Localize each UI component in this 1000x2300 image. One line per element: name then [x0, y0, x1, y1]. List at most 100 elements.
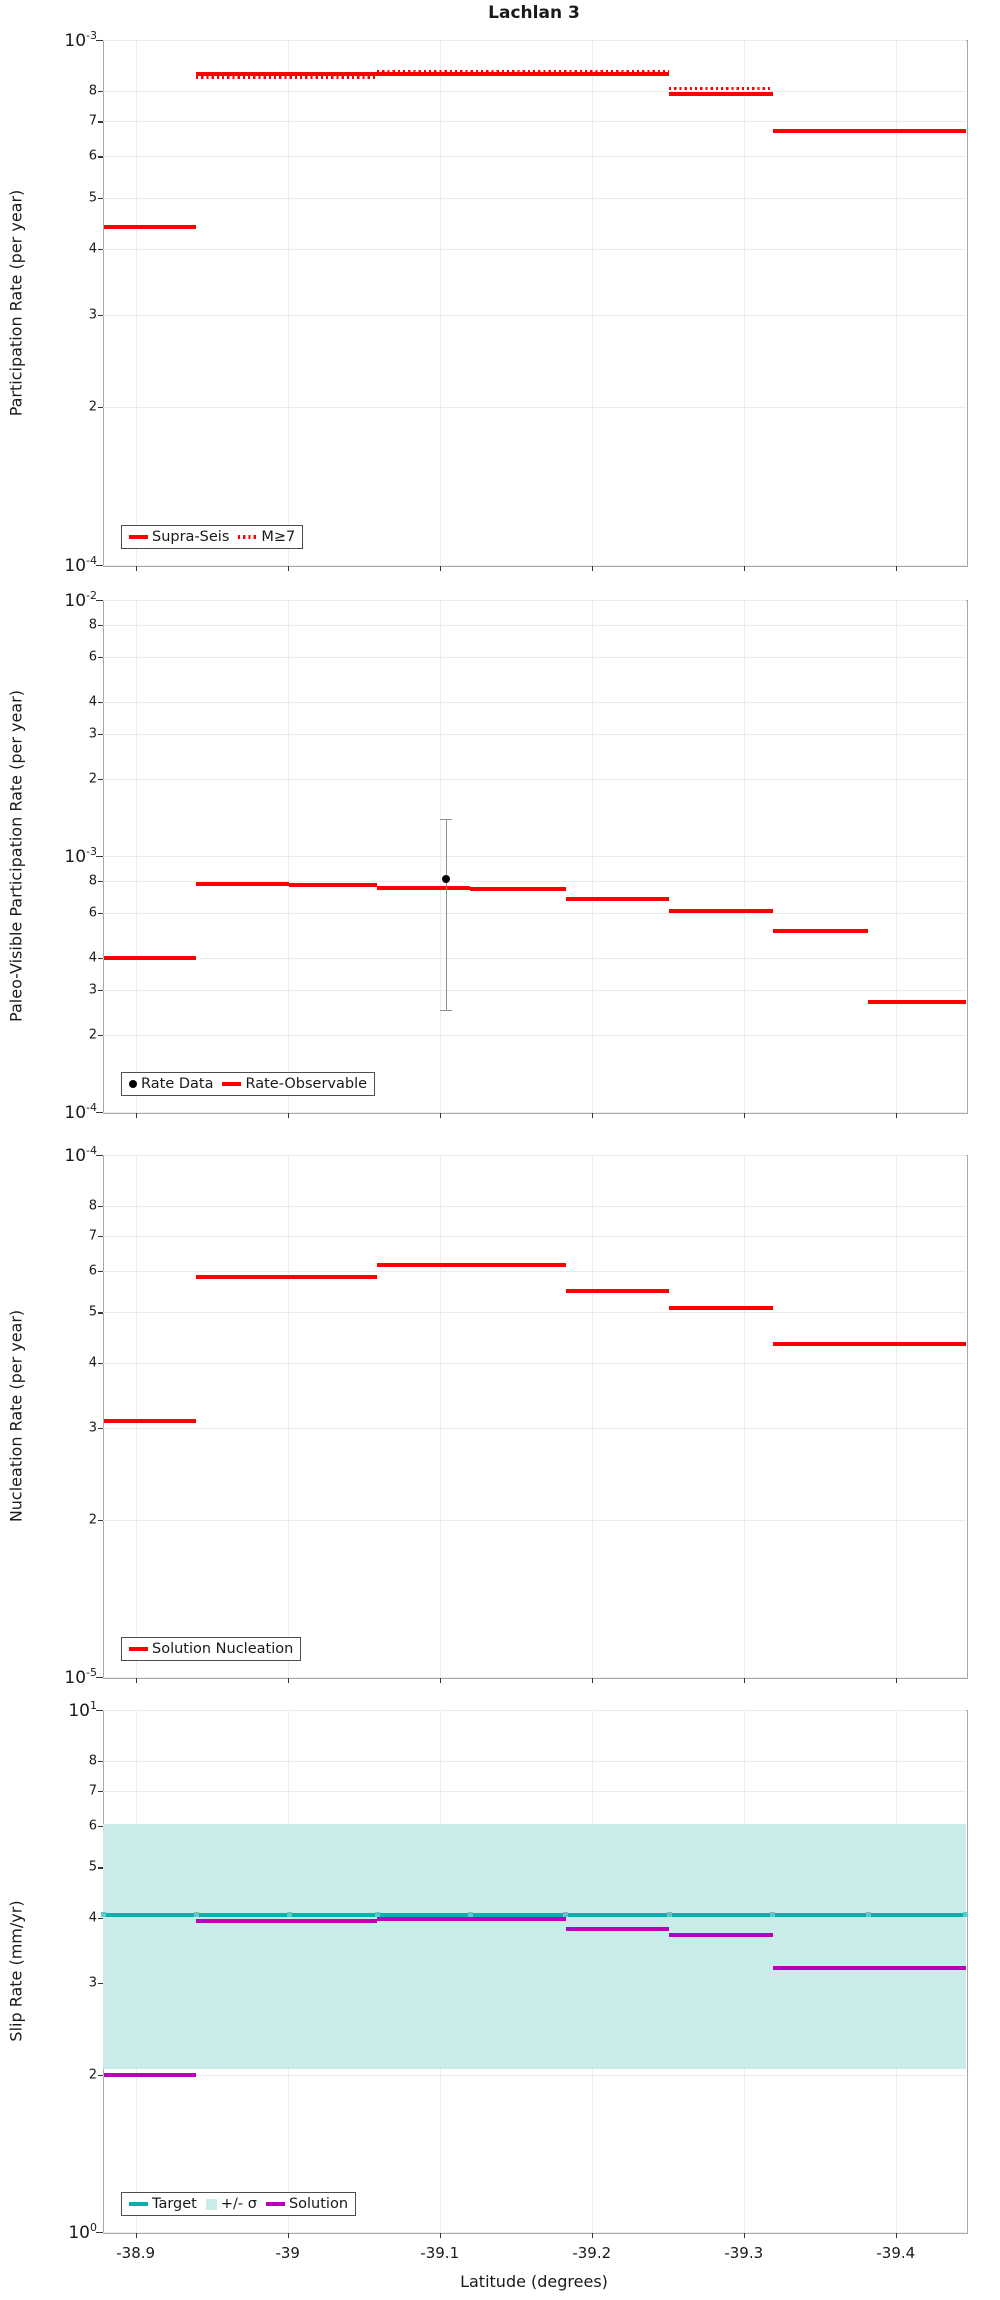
gridline [103, 248, 966, 250]
x-tick-mark [135, 565, 138, 571]
gridline [103, 1362, 966, 1364]
series-segment-supra-seis [669, 91, 773, 96]
y-tick-mark [98, 1034, 103, 1037]
y-tick-mark [98, 912, 103, 915]
y-tick-mark [98, 1867, 103, 1869]
gridline [103, 1519, 966, 1521]
y-tick-mark [96, 1112, 103, 1114]
y-tick-mark [96, 1155, 103, 1157]
series-segment-solution [772, 1966, 966, 1971]
legend-item: Solution [265, 2196, 349, 2212]
gridline [743, 1155, 745, 1677]
y-tick-label-minor: 6 [88, 1263, 97, 1279]
gridline [103, 1112, 966, 1113]
target-line [103, 1912, 966, 1917]
y-tick-mark [98, 156, 103, 158]
y-tick-mark [98, 624, 103, 627]
legend-swatch-solid-line [265, 2202, 285, 2206]
y-tick-label-minor: 2 [88, 399, 97, 415]
gridline [103, 90, 966, 92]
x-tick-mark [743, 1112, 746, 1118]
y-tick-mark [98, 2074, 103, 2077]
gridline [103, 406, 966, 408]
x-tick-mark [743, 2232, 746, 2238]
y-tick-mark [96, 1710, 103, 1712]
series-segment-rate-observable [868, 999, 966, 1004]
legend-label: Rate Data [141, 1076, 214, 1092]
legend-label: M≥7 [261, 529, 296, 545]
y-tick-mark [98, 198, 103, 200]
gridline [743, 40, 745, 565]
error-bar-cap [439, 818, 452, 820]
x-tick-mark [895, 565, 898, 571]
gridline [103, 1034, 966, 1036]
gridline [103, 40, 966, 41]
y-tick-mark [98, 121, 103, 123]
gridline [103, 624, 966, 626]
legend-label: Target [152, 2196, 197, 2212]
gridline [103, 912, 966, 914]
gridline [103, 2074, 966, 2076]
y-tick-mark [98, 1790, 103, 1793]
y-tick-label-minor: 7 [88, 1783, 97, 1799]
x-tick-mark [591, 1112, 594, 1118]
x-tick-mark [895, 1677, 898, 1683]
y-tick-mark [98, 248, 103, 251]
target-marker [865, 1912, 871, 1918]
gridline [103, 1270, 966, 1272]
gridline [103, 656, 966, 658]
gridline [439, 40, 441, 565]
y-tick-mark [98, 1519, 103, 1522]
y-tick-mark [98, 778, 103, 781]
y-tick-label-major: 10-4 [64, 1144, 97, 1166]
legend-item: Supra-Seis [129, 529, 229, 545]
gridline [103, 1760, 966, 1762]
gridline [103, 1710, 966, 1711]
legend-swatch-solid-line [129, 2202, 148, 2206]
gridline [103, 2232, 966, 2233]
y-tick-mark [98, 1205, 103, 1207]
y-tick-mark [96, 600, 103, 602]
gridline [103, 1155, 966, 1156]
y-tick-label-minor: 8 [88, 873, 97, 889]
gridline [103, 1205, 966, 1207]
legend-label: Solution [288, 2196, 349, 2212]
legend-item: Solution Nucleation [129, 1641, 293, 1657]
y-tick-mark [96, 40, 103, 42]
y-tick-label-minor: 2 [88, 1512, 97, 1528]
x-tick-mark [591, 2232, 594, 2238]
y-tick-mark [98, 1917, 103, 1920]
gridline [103, 314, 966, 316]
legend-label: Solution Nucleation [152, 1641, 294, 1657]
y-tick-label-minor: 3 [88, 1420, 97, 1436]
gridline [103, 156, 966, 158]
series-segment-solution-nucleation [565, 1288, 670, 1293]
y-tick-label-minor: 3 [88, 1975, 97, 1991]
target-marker [374, 1912, 380, 1918]
y-tick-label-minor: 7 [88, 1228, 97, 1244]
gridline [103, 1790, 966, 1792]
x-tick-mark [439, 1677, 442, 1683]
x-tick-mark [287, 2232, 290, 2238]
gridline [103, 1312, 966, 1314]
panel-paleo-visible-participation-rate [103, 600, 968, 1114]
gridline [103, 600, 966, 601]
y-tick-mark [98, 1982, 103, 1985]
x-tick-mark [135, 1112, 138, 1118]
x-tick-label: -39 [275, 2244, 300, 2262]
y-tick-label-minor: 4 [88, 1355, 97, 1371]
gridline [103, 856, 966, 857]
y-tick-mark [98, 989, 103, 992]
y-tick-mark [98, 1760, 103, 1762]
y-tick-label-minor: 6 [88, 905, 97, 921]
y-tick-label-minor: 8 [88, 83, 97, 99]
y-tick-mark [98, 406, 103, 409]
legend-swatch-solid-line [222, 1082, 242, 1086]
target-marker [770, 1912, 776, 1918]
series-segment-solution-nucleation [669, 1305, 773, 1310]
legend-swatch-solid-line [129, 1647, 148, 1651]
y-tick-label-major: 10-4 [64, 554, 97, 576]
series-segment-m-7 [772, 129, 966, 133]
legend-swatch-dot [129, 1080, 137, 1088]
legend-paleo-visible-participation-rate: Rate Data Rate-Observable [121, 1072, 376, 1096]
